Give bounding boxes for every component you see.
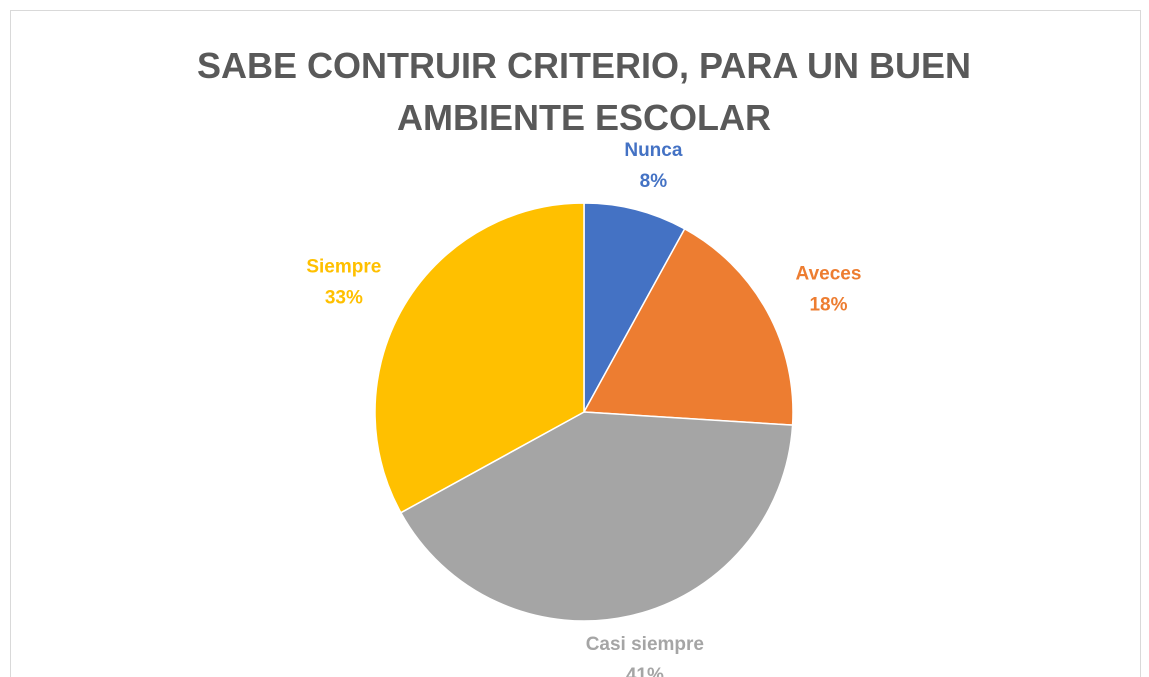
pie-slice: [374, 202, 585, 514]
slice-label: Siempre: [306, 257, 381, 278]
chart-title: SABE CONTRUIR CRITERIO, PARA UN BUEN AMB…: [196, 45, 972, 138]
slice-label: Aveces: [796, 264, 862, 285]
pie-slice: [399, 411, 794, 622]
slice-value-label: 33%: [325, 288, 363, 309]
pie-slice: [583, 202, 686, 413]
slice-value-label: 18%: [809, 295, 847, 316]
pie-slice: [582, 227, 794, 426]
chart-border: [10, 10, 1141, 677]
slice-label: Nunca: [624, 140, 683, 161]
slice-value-label: 8%: [640, 171, 668, 192]
slice-label: Casi siempre: [586, 634, 704, 655]
slice-value-label: 41%: [626, 665, 664, 677]
